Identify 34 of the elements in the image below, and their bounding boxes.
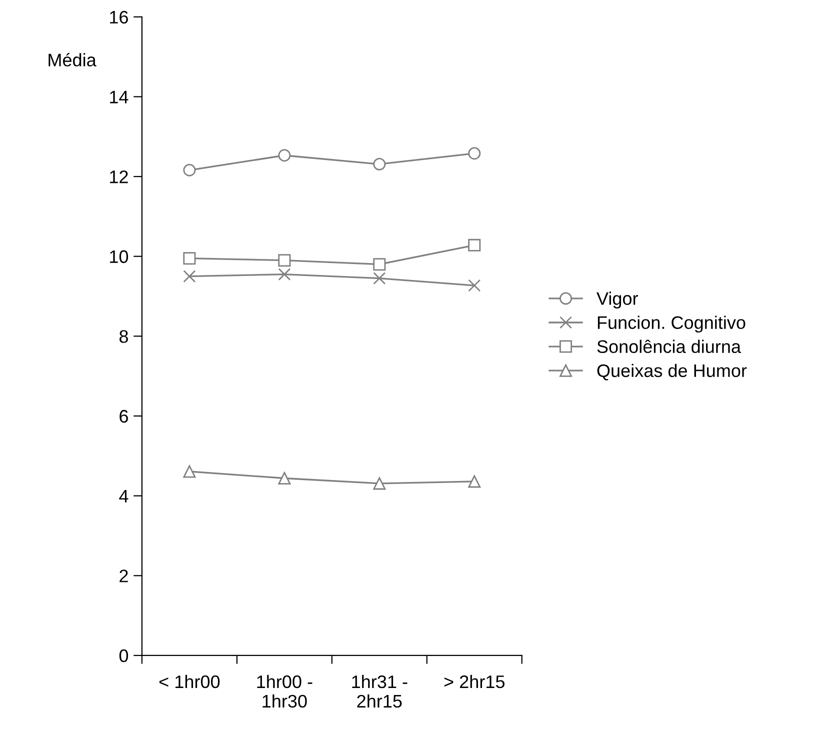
y-tick-label: 2 xyxy=(120,570,128,582)
point xyxy=(278,254,291,267)
point xyxy=(373,158,386,170)
y-tick-label: 10 xyxy=(110,250,128,264)
y-axis-title: Média xyxy=(48,52,96,66)
point xyxy=(278,149,291,162)
legend-label: Queixas de Humor xyxy=(597,364,747,380)
legend-label: Funcion. Cognitivo xyxy=(598,316,746,333)
y-tick-label: 4 xyxy=(119,490,128,502)
x-tick-label: 1hr31 - 2hr15 xyxy=(352,674,408,708)
y-tick-label: 6 xyxy=(120,410,128,423)
point xyxy=(468,238,481,252)
legend-label: Vigor xyxy=(596,292,638,309)
point xyxy=(278,268,291,281)
point xyxy=(183,164,196,176)
point xyxy=(468,147,481,160)
point xyxy=(183,465,196,478)
x-tick-label: < 1hr00 xyxy=(159,674,220,688)
point xyxy=(183,270,196,283)
point xyxy=(468,279,481,292)
point xyxy=(468,475,481,488)
point xyxy=(278,472,291,485)
y-tick-label: 8 xyxy=(120,330,128,343)
point xyxy=(183,252,196,265)
point xyxy=(373,272,386,285)
y-tick-label: 14 xyxy=(110,90,128,104)
x-tick-label: 1hr00 - 1hr30 xyxy=(257,674,312,708)
point xyxy=(373,477,386,490)
point xyxy=(373,258,386,271)
y-tick-label: 16 xyxy=(110,10,128,24)
y-tick-label: 0 xyxy=(119,649,128,662)
legend-label: Sonolência diurna xyxy=(597,340,742,354)
x-tick-label: > 2hr15 xyxy=(444,674,504,688)
y-tick-label: 12 xyxy=(110,170,128,184)
